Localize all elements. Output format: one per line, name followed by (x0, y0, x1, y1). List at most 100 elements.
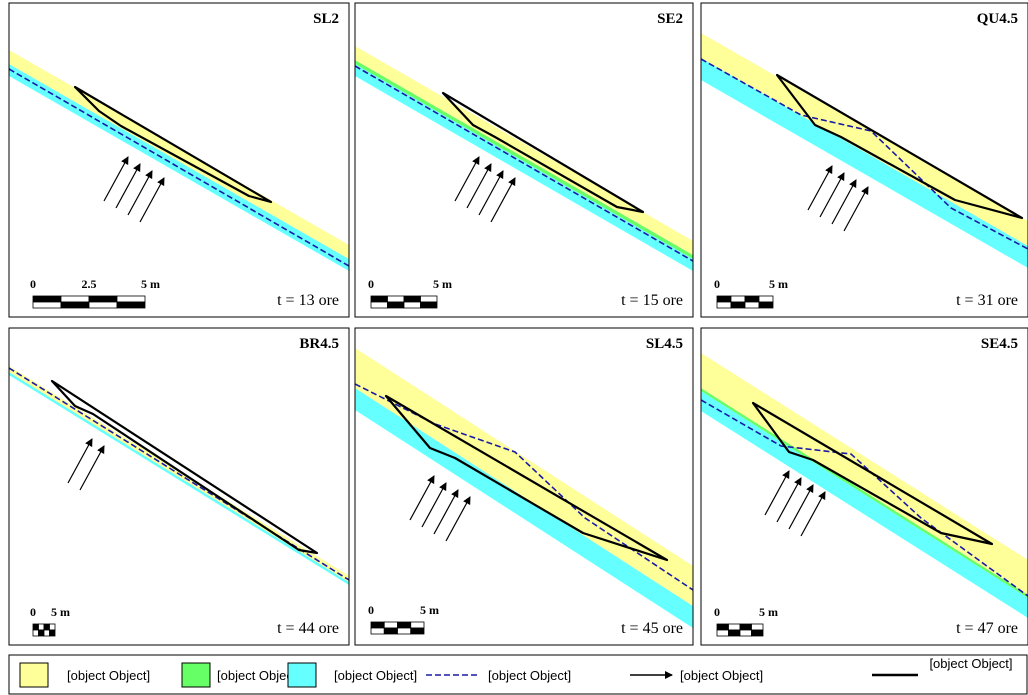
scale-seg (717, 296, 731, 302)
cinerite-a (355, 388, 693, 628)
scale-seg (117, 296, 145, 302)
scale-seg (411, 622, 424, 628)
cinerite-a (701, 391, 1028, 618)
arrow (455, 157, 479, 201)
panel: SE4.5t = 47 ore05 m (701, 328, 1028, 645)
scale-seg (44, 624, 50, 630)
arrow (80, 446, 104, 490)
arrow (765, 471, 789, 515)
panel-time: t = 15 ore (621, 292, 683, 309)
legend-swatch (20, 663, 48, 687)
scale-seg (740, 630, 752, 636)
scale-seg (39, 630, 45, 636)
scale-seg (384, 628, 397, 634)
scale-seg (50, 630, 56, 636)
panel-time: t = 45 ore (621, 620, 683, 637)
panel-name: SE2 (657, 11, 683, 27)
arrow (777, 478, 801, 522)
arrow (479, 171, 503, 215)
legend-label: [object Object] (334, 668, 417, 683)
panel-frame (9, 328, 349, 645)
arrow (467, 164, 491, 208)
scale-seg (759, 296, 773, 302)
sliding-surface (386, 396, 667, 560)
scale-seg (717, 302, 731, 308)
cinerite-a (701, 58, 1028, 268)
panel-name: BR4.5 (299, 336, 339, 352)
arrow (832, 180, 856, 224)
scale-seg (729, 630, 741, 636)
scale-seg (384, 622, 397, 628)
scale-seg (717, 630, 729, 636)
scale-seg (371, 302, 388, 308)
strata (9, 366, 349, 585)
figure: SL2 t = 13 ore 0 2.5 5 m SE2 t = 15 ore 0 5 m QU4… (0, 0, 1028, 695)
scale-seg (388, 302, 405, 308)
pomice (355, 60, 693, 259)
panel-time: t = 47 ore (956, 620, 1018, 637)
strata (355, 348, 693, 628)
scale-seg (404, 296, 421, 302)
cinerite-a (9, 372, 349, 585)
scale-seg (39, 624, 45, 630)
sliding-surface (753, 403, 992, 544)
scale-label: 5 m (433, 277, 452, 291)
arrow (128, 171, 152, 215)
scale-label: 5 m (141, 277, 160, 291)
arrow (844, 187, 868, 231)
arrow (789, 485, 813, 529)
strata (355, 46, 693, 271)
scale-label: 2.5 (82, 277, 97, 291)
legend-label: [object Object] (680, 668, 763, 683)
scale-seg (745, 296, 759, 302)
scale-seg (89, 302, 117, 308)
strata (701, 33, 1028, 268)
scale-seg (33, 296, 61, 302)
scale-label: 0 (30, 277, 36, 291)
scale-seg (729, 624, 741, 630)
panel: SE2 t = 15 ore 0 5 m (355, 3, 693, 317)
arrow (491, 178, 515, 222)
scale-seg (398, 628, 411, 634)
scale-seg (33, 624, 39, 630)
sliding-surface (52, 381, 317, 553)
pomice (701, 388, 1028, 598)
scale-label: 0 (30, 605, 36, 619)
scale-seg (404, 302, 421, 308)
scale-seg (371, 628, 384, 634)
scale-seg (61, 296, 89, 302)
scale-seg (33, 302, 61, 308)
scale-seg (740, 624, 752, 630)
sliding-surface (777, 75, 1022, 218)
legend-label: [object Object] (488, 668, 571, 683)
scale-label: 5 m (759, 605, 778, 619)
scale-seg (731, 302, 745, 308)
cinerite-b (355, 46, 693, 255)
arrow (140, 178, 164, 222)
scale-seg (44, 630, 50, 636)
scale-seg (411, 628, 424, 634)
strata (9, 50, 349, 271)
legend-label: [object Object] (929, 656, 1012, 671)
scale-seg (752, 624, 764, 630)
scale-seg (421, 302, 438, 308)
arrow (116, 164, 140, 208)
panel-time: t = 13 ore (277, 292, 339, 309)
cinerite-a (9, 64, 349, 271)
scale-label: 0 (714, 277, 720, 291)
strata (701, 353, 1028, 618)
scale-label: 0 (368, 277, 374, 291)
scale-seg (717, 624, 729, 630)
scale-seg (388, 296, 405, 302)
arrow (808, 166, 832, 210)
arrow (104, 157, 128, 201)
panel-name: SL4.5 (646, 336, 683, 352)
legend-swatch (182, 663, 210, 687)
arrow (820, 173, 844, 217)
arrow (68, 439, 92, 483)
panel-name: SL2 (313, 11, 339, 27)
panel-name: QU4.5 (977, 11, 1018, 27)
scale-label: 5 m (420, 603, 439, 617)
